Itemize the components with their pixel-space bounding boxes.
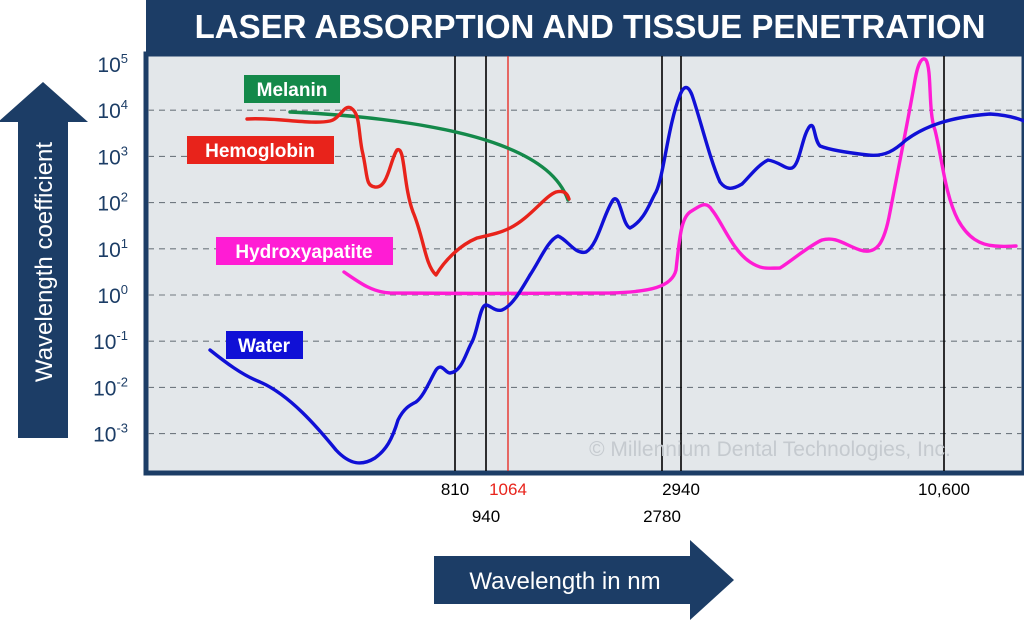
x-wavelength-label: 810	[441, 480, 469, 499]
y-axis-ticks: 105 104 103 102 101 100 10-1 10-2 10-3	[93, 51, 128, 447]
y-tick-label: 10-2	[93, 374, 128, 400]
legend-hemoglobin: Hemoglobin	[187, 136, 334, 164]
legend-label-melanin: Melanin	[257, 80, 328, 101]
x-wavelength-label: 2780	[643, 507, 681, 526]
x-wavelength-label: 2940	[662, 480, 700, 499]
watermark: © Millennium Dental Technologies, Inc.	[589, 438, 951, 461]
x-axis-label: Wavelength in nm	[469, 568, 660, 595]
y-tick-label: 10-1	[93, 328, 128, 354]
legend-water: Water	[226, 331, 303, 359]
x-axis-arrow	[434, 540, 734, 620]
legend-swatch-hydroxyapatite	[216, 237, 393, 265]
legend-swatch-water	[226, 331, 303, 359]
y-axis-label: Wavelength coefficient	[31, 142, 58, 382]
y-tick-label: 102	[97, 190, 128, 216]
y-axis-arrow	[0, 82, 88, 438]
legend-label-hydroxyapatite: Hydroxyapatite	[235, 242, 372, 263]
chart-title: LASER ABSORPTION AND TISSUE PENETRATION	[195, 8, 986, 45]
x-wavelength-label: 1064	[489, 480, 527, 499]
series-line-water	[208, 85, 1024, 465]
y-tick-label: 105	[97, 51, 128, 77]
series-line-hydroxyapatite	[342, 57, 1018, 296]
legend-hydroxyapatite: Hydroxyapatite	[216, 237, 393, 265]
y-tick-label: 101	[97, 236, 128, 262]
legend-swatch-melanin	[244, 75, 340, 103]
y-tick-label: 100	[97, 282, 128, 308]
legend-melanin: Melanin	[244, 75, 340, 103]
x-wavelength-label: 940	[472, 507, 500, 526]
legend-label-hemoglobin: Hemoglobin	[205, 141, 315, 162]
series-line-hemoglobin	[245, 105, 571, 277]
title-bar	[146, 0, 1024, 54]
wavelength-markers	[454, 56, 945, 471]
y-tick-label: 103	[97, 143, 128, 169]
y-tick-label: 10-3	[93, 421, 128, 447]
y-tick-label: 104	[97, 97, 128, 123]
legend-label-water: Water	[238, 336, 291, 357]
x-wavelength-label: 10,600	[918, 480, 970, 499]
legend-swatch-hemoglobin	[187, 136, 334, 164]
